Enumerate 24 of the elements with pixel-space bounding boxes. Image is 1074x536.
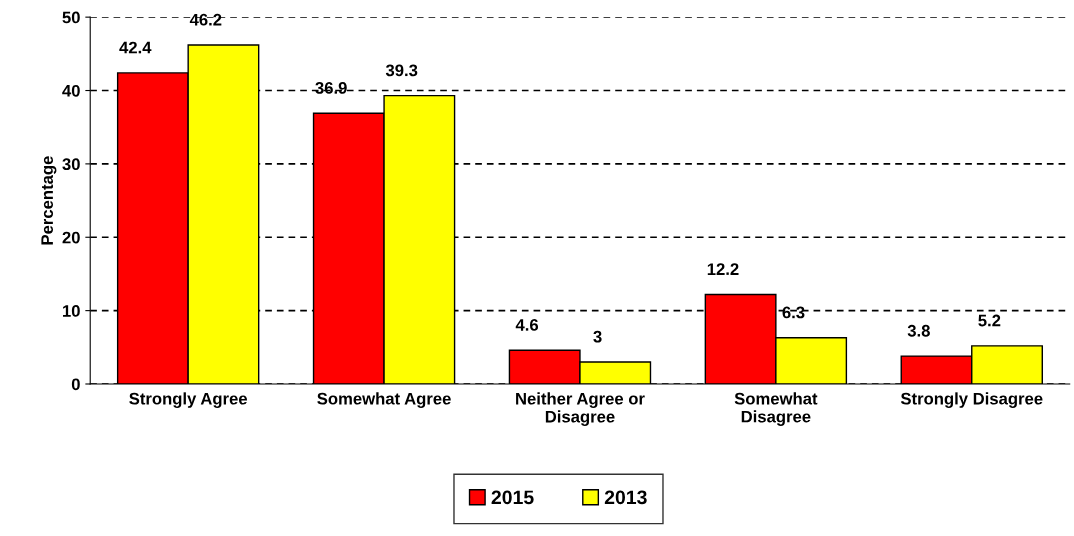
x-tick-label: Strongly Disagree xyxy=(900,392,1043,408)
data-label: 5.2 xyxy=(978,314,1001,327)
data-label: 3 xyxy=(593,330,602,343)
x-tick-label: Somewhat Disagree xyxy=(734,392,818,426)
data-label: 36.9 xyxy=(315,82,347,94)
data-label: 4.6 xyxy=(515,319,539,331)
y-tick-label: 10 xyxy=(63,305,80,317)
y-tick-label: 50 xyxy=(62,11,80,24)
y-tick-label: 40 xyxy=(62,84,80,97)
y-tick-label: 0 xyxy=(71,378,80,391)
data-label: 42.4 xyxy=(119,41,152,54)
legend-label: 2015 xyxy=(491,490,534,505)
y-tick-label: 20 xyxy=(62,231,80,244)
x-tick-label: Strongly Agree xyxy=(129,392,248,408)
data-label: 46.2 xyxy=(189,13,222,26)
y-axis-title: Percentage xyxy=(41,156,57,245)
data-label: 6.3 xyxy=(782,306,805,319)
data-label: 39.3 xyxy=(385,64,418,77)
data-label: 3.8 xyxy=(907,324,930,337)
data-label: 12.2 xyxy=(707,263,739,275)
x-tick-label: Somewhat Agree xyxy=(317,392,451,408)
y-tick-label: 30 xyxy=(62,158,80,171)
x-tick-label: Neither Agree or Disagree xyxy=(516,392,645,426)
legend-label: 2013 xyxy=(604,490,647,505)
